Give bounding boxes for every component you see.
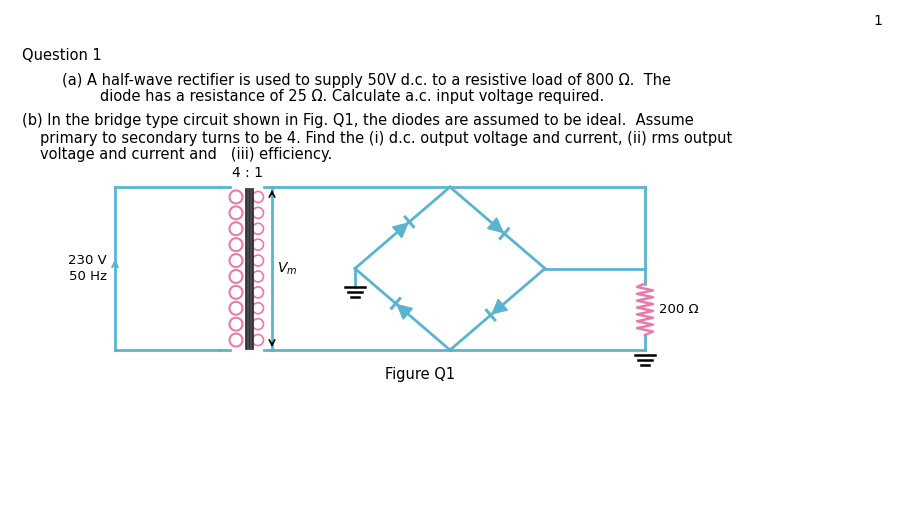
- Text: 200 Ω: 200 Ω: [659, 303, 699, 316]
- Text: 4 : 1: 4 : 1: [233, 166, 263, 180]
- Text: primary to secondary turns to be 4. Find the (i) d.c. output voltage and current: primary to secondary turns to be 4. Find…: [40, 130, 733, 145]
- Text: 50 Hz: 50 Hz: [69, 270, 107, 283]
- Polygon shape: [492, 299, 507, 314]
- Text: diode has a resistance of 25 Ω. Calculate a.c. input voltage required.: diode has a resistance of 25 Ω. Calculat…: [100, 89, 604, 104]
- Polygon shape: [487, 218, 503, 232]
- Polygon shape: [397, 305, 413, 319]
- Text: (b) In the bridge type circuit shown in Fig. Q1, the diodes are assumed to be id: (b) In the bridge type circuit shown in …: [22, 114, 694, 129]
- Text: voltage and current and   (iii) efficiency.: voltage and current and (iii) efficiency…: [40, 147, 333, 162]
- Text: (a) A half-wave rectifier is used to supply 50V d.c. to a resistive load of 800 : (a) A half-wave rectifier is used to sup…: [62, 72, 671, 87]
- Text: 1: 1: [874, 14, 883, 28]
- Text: Figure Q1: Figure Q1: [385, 367, 455, 382]
- Text: 230 V: 230 V: [68, 254, 107, 267]
- Polygon shape: [393, 223, 408, 238]
- Text: $V_m$: $V_m$: [277, 260, 298, 277]
- Text: Question 1: Question 1: [22, 48, 102, 63]
